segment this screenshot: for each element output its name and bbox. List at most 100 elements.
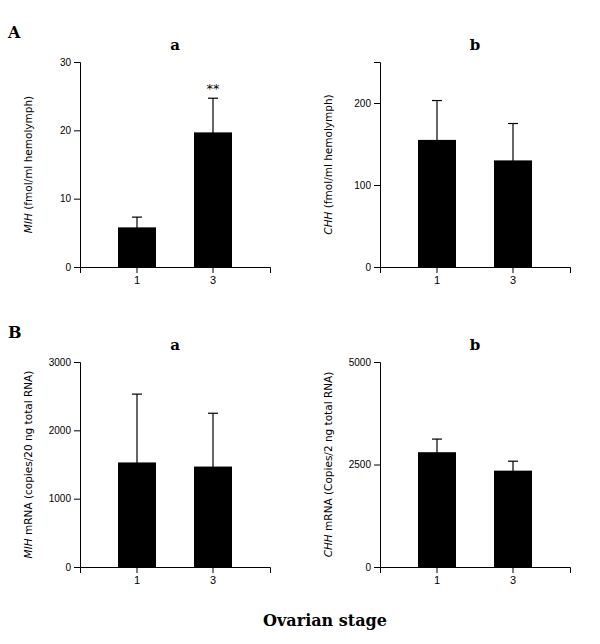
x-tick-label: 1 — [434, 274, 440, 286]
x-tick-mark — [437, 267, 438, 273]
x-axis-line — [81, 568, 271, 574]
y-tick-label: 10 — [60, 193, 72, 204]
x-axis: 13 — [81, 567, 271, 586]
error-bar-stem — [136, 217, 137, 238]
y-axis-title-part: mRNA (copies/20 ng total RNA) — [22, 371, 34, 539]
y-tick: 0 — [65, 262, 80, 273]
error-bar-stem — [436, 101, 437, 180]
y-tick-mark — [374, 465, 380, 466]
y-tick-mark — [74, 430, 80, 431]
x-tick-mark — [137, 267, 138, 273]
error-bar-stem — [212, 413, 213, 520]
x-tick: 1 — [434, 267, 440, 286]
x-tick-mark — [213, 267, 214, 273]
plot-area — [118, 98, 232, 267]
panel-title: b — [470, 336, 481, 354]
x-tick: 3 — [510, 567, 516, 586]
y-tick: 1000 — [49, 493, 80, 504]
x-axis-line — [381, 268, 571, 274]
x-tick: 3 — [210, 267, 216, 286]
x-axis-line — [381, 568, 571, 574]
bar — [418, 452, 456, 567]
error-bar — [508, 461, 518, 480]
y-tick-label: 2000 — [49, 425, 72, 436]
y-tick-mark — [374, 567, 380, 568]
y-axis-title: CHH (fmol/ml hemolymph) — [322, 94, 334, 234]
y-axis-line — [74, 363, 81, 568]
error-bar-cap — [132, 217, 142, 218]
x-axis: 13 — [81, 267, 271, 286]
y-tick-mark — [74, 267, 80, 268]
error-bar-stem — [436, 439, 437, 465]
y-tick-mark — [74, 62, 80, 63]
y-tick-label: 30 — [60, 57, 72, 68]
y-tick-label: 2500 — [349, 459, 372, 470]
x-tick: 1 — [134, 567, 140, 586]
panel: 010020013bCHH (fmol/ml hemolymph) — [322, 36, 571, 286]
error-bar-stem — [512, 461, 513, 480]
error-bar-cap — [208, 98, 218, 99]
y-tick: 5000 — [349, 357, 380, 368]
plot-area — [418, 439, 532, 567]
y-tick-label: 5000 — [349, 357, 372, 368]
y-tick: 2000 — [49, 425, 80, 436]
error-bar-cap — [132, 530, 142, 531]
plot-area — [418, 101, 532, 267]
x-tick-label: 1 — [134, 274, 140, 286]
error-bar — [508, 124, 518, 198]
y-tick-label: 0 — [65, 562, 71, 573]
x-axis-title: Ovarian stage — [263, 611, 387, 630]
y-tick-mark — [374, 185, 380, 186]
x-tick-label: 3 — [210, 574, 216, 586]
y-tick-mark — [374, 362, 380, 363]
y-axis-line — [374, 63, 381, 268]
y-axis: 0 100 200 — [354, 63, 380, 273]
y-tick: 200 — [354, 98, 380, 109]
annotation: ** — [207, 81, 221, 96]
x-tick: 1 — [434, 567, 440, 586]
panel: 010002000300013aMIH mRNA (copies/20 ng t… — [22, 336, 271, 586]
error-bar — [132, 217, 142, 238]
y-tick-label: 1000 — [49, 493, 72, 504]
y-tick: 30 — [60, 57, 80, 68]
y-tick-mark — [374, 103, 380, 104]
y-tick: 10 — [60, 193, 80, 204]
y-axis-title-part: (fmol/ml hemolymph) — [322, 94, 334, 211]
error-bar — [208, 413, 218, 520]
y-tick-mark — [74, 199, 80, 200]
x-axis: 13 — [381, 267, 571, 286]
x-tick: 3 — [210, 567, 216, 586]
error-bar-stem — [136, 394, 137, 531]
x-tick-label: 1 — [434, 574, 440, 586]
y-tick-label: 0 — [365, 262, 371, 273]
panel-title: a — [170, 36, 180, 54]
y-axis-title-part: MIH — [22, 213, 34, 233]
x-tick: 1 — [134, 267, 140, 286]
error-bar-cap — [432, 438, 442, 439]
bar — [494, 471, 532, 567]
x-tick-mark — [513, 567, 514, 573]
y-axis-title-part: CHH — [322, 534, 334, 557]
y-axis-title: MIH mRNA (copies/20 ng total RNA) — [22, 371, 34, 559]
y-axis-title: CHH mRNA (Copies/2 ng total RNA) — [322, 372, 334, 558]
error-bar-stem — [212, 98, 213, 166]
row-label: B — [8, 323, 22, 342]
x-axis: 13 — [381, 567, 571, 586]
error-bar-cap — [208, 413, 218, 414]
y-tick: 100 — [354, 180, 380, 191]
error-bar-cap — [132, 237, 142, 238]
panel-title: a — [170, 336, 180, 354]
y-axis: 0102030 — [60, 57, 81, 273]
y-tick-label: 100 — [354, 180, 371, 191]
x-tick-mark — [137, 567, 138, 573]
error-bar-cap — [508, 197, 518, 198]
row-label: A — [7, 23, 21, 42]
y-axis-title: MIH (fmol/ml hemolymph) — [22, 96, 34, 233]
x-tick-mark — [213, 567, 214, 573]
error-bar-cap — [432, 465, 442, 466]
error-bar-stem — [512, 124, 513, 198]
error-bar — [432, 439, 442, 465]
y-tick-mark — [74, 362, 80, 363]
error-bar — [208, 98, 218, 166]
y-tick-label: 200 — [354, 98, 371, 109]
